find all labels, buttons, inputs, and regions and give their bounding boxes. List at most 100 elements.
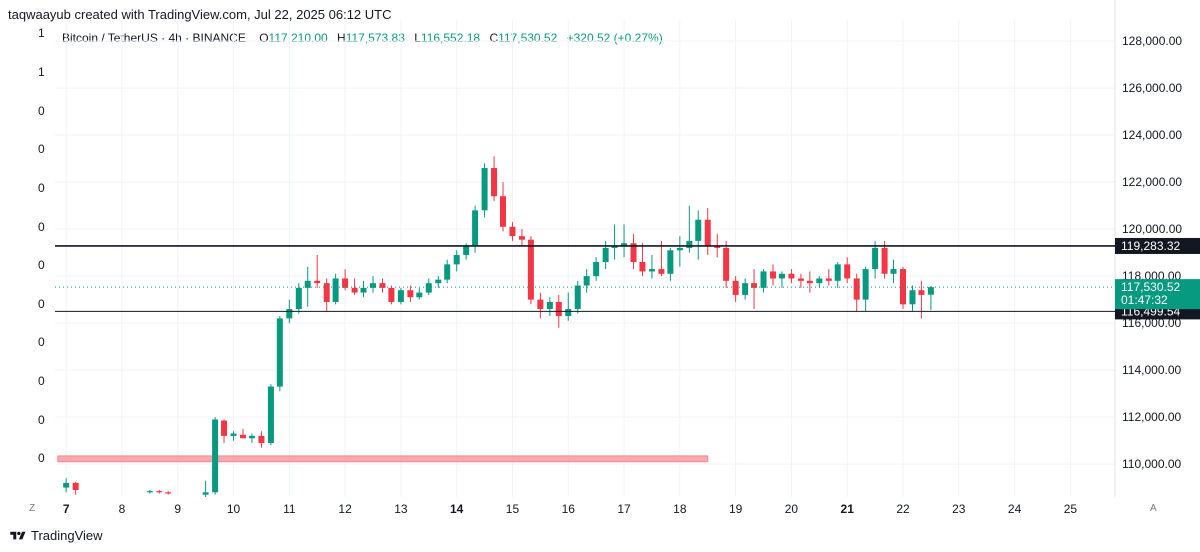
- candle-body: [248, 435, 255, 439]
- candle-body: [602, 247, 609, 263]
- candle-body: [648, 269, 655, 272]
- left-axis-tick: 1: [38, 65, 45, 79]
- grid: [55, 0, 1116, 497]
- candle-body: [695, 219, 702, 241]
- candle-body: [574, 285, 581, 310]
- y-tick-label: 110,000.00: [1122, 457, 1181, 471]
- candle-body: [658, 269, 665, 274]
- x-tick-label: 10: [227, 502, 241, 516]
- candle-body: [63, 482, 70, 488]
- candle-body: [146, 491, 153, 493]
- legend-open-label: O: [259, 31, 269, 45]
- candle-body: [788, 273, 795, 279]
- x-tick-label: 17: [617, 502, 631, 516]
- left-axis-tick: 1: [38, 26, 45, 40]
- candle-body: [425, 283, 432, 293]
- legend-high-label: H: [337, 31, 346, 45]
- candle-body: [797, 278, 804, 281]
- tradingview-logo-icon: [10, 531, 26, 539]
- candle-body: [295, 287, 302, 310]
- left-axis-tick: 0: [38, 451, 45, 465]
- candle-body: [240, 434, 247, 439]
- level-price-tag: [1115, 237, 1200, 254]
- x-tick-label: 14: [450, 502, 464, 516]
- last-price-tag: [1115, 279, 1200, 310]
- candle-body: [881, 247, 888, 274]
- candle-body: [676, 247, 683, 251]
- x-tick-label: 25: [1064, 502, 1078, 516]
- candle-body: [472, 210, 479, 246]
- level-price-label: 119,283.32: [1121, 239, 1180, 253]
- price-axis[interactable]: 128,000.00 126,000.00 124,000.00 122,000.00…: [1122, 34, 1182, 471]
- candle-body: [323, 283, 330, 302]
- candle-body: [72, 482, 79, 490]
- left-axis-tick: 0: [38, 335, 45, 349]
- candle-body: [834, 264, 841, 281]
- candle-body: [621, 243, 628, 246]
- candle-body: [704, 219, 711, 246]
- candle-body: [732, 280, 739, 295]
- last-price-label: 117,530.52: [1121, 280, 1180, 294]
- candle-body: [342, 278, 349, 288]
- candle-body: [314, 280, 321, 284]
- candle-body: [286, 309, 293, 319]
- candle-body: [221, 420, 228, 436]
- y-tick-label: 128,000.00: [1122, 34, 1182, 48]
- y-tick-label: 122,000.00: [1122, 175, 1182, 189]
- candle-body: [509, 226, 516, 237]
- timezone-button[interactable]: Z: [29, 503, 36, 514]
- x-tick-label: 13: [394, 502, 408, 516]
- x-tick-label: 20: [785, 502, 799, 516]
- candle-body: [853, 278, 860, 300]
- candle-body: [156, 491, 163, 493]
- x-tick-label: 12: [338, 502, 352, 516]
- candle-body: [862, 269, 869, 300]
- candle-body: [742, 283, 749, 295]
- x-tick-label: 18: [673, 502, 687, 516]
- x-tick-label: 19: [729, 502, 743, 516]
- x-tick-label: 22: [896, 502, 910, 516]
- candle-body: [723, 247, 730, 281]
- candle-body: [760, 271, 767, 288]
- candle-body: [565, 309, 572, 317]
- candle-body: [444, 264, 451, 280]
- candle-body: [927, 287, 934, 295]
- candle-body: [593, 262, 600, 277]
- candle-body: [844, 264, 851, 279]
- candle-body: [555, 301, 562, 317]
- candle-body: [890, 269, 897, 274]
- candle-body: [639, 262, 646, 272]
- candle-body: [416, 292, 423, 298]
- x-tick-label: 8: [119, 502, 126, 516]
- candle-body: [258, 435, 265, 443]
- level-lines: [55, 245, 1115, 312]
- candle-body: [230, 433, 237, 436]
- candle-body: [918, 290, 925, 295]
- time-axis[interactable]: 7 8 9 10 11 12 13 14 15 16 17 18 19 20 21 22 23 24 25: [63, 502, 1078, 516]
- candle-body: [491, 168, 498, 197]
- candle-body: [435, 279, 442, 284]
- countdown-label: 01:47:32: [1121, 293, 1168, 307]
- candle-body: [518, 236, 525, 240]
- x-tick-label: 15: [506, 502, 520, 516]
- candle-body: [537, 299, 544, 310]
- candle-body: [388, 287, 395, 302]
- left-axis-tick: 0: [38, 181, 45, 195]
- candles: [63, 156, 934, 497]
- candle-body: [267, 386, 274, 443]
- candle-body: [583, 276, 590, 286]
- x-tick-label: 21: [841, 502, 855, 516]
- credit-line: taqwaayub created with TradingView.com, …: [8, 7, 392, 22]
- candle-body: [360, 287, 367, 293]
- candle-body: [481, 168, 488, 211]
- y-tick-label: 116,000.00: [1122, 316, 1181, 330]
- candle-body: [463, 245, 470, 255]
- y-tick-label: 120,000.00: [1122, 222, 1182, 236]
- candle-body: [527, 239, 534, 300]
- candle-body: [872, 247, 879, 270]
- candle-body: [499, 196, 506, 227]
- left-axis-tick: 0: [38, 220, 45, 234]
- y-tick-label: 114,000.00: [1122, 363, 1181, 377]
- auto-scale-button[interactable]: A: [1150, 503, 1157, 514]
